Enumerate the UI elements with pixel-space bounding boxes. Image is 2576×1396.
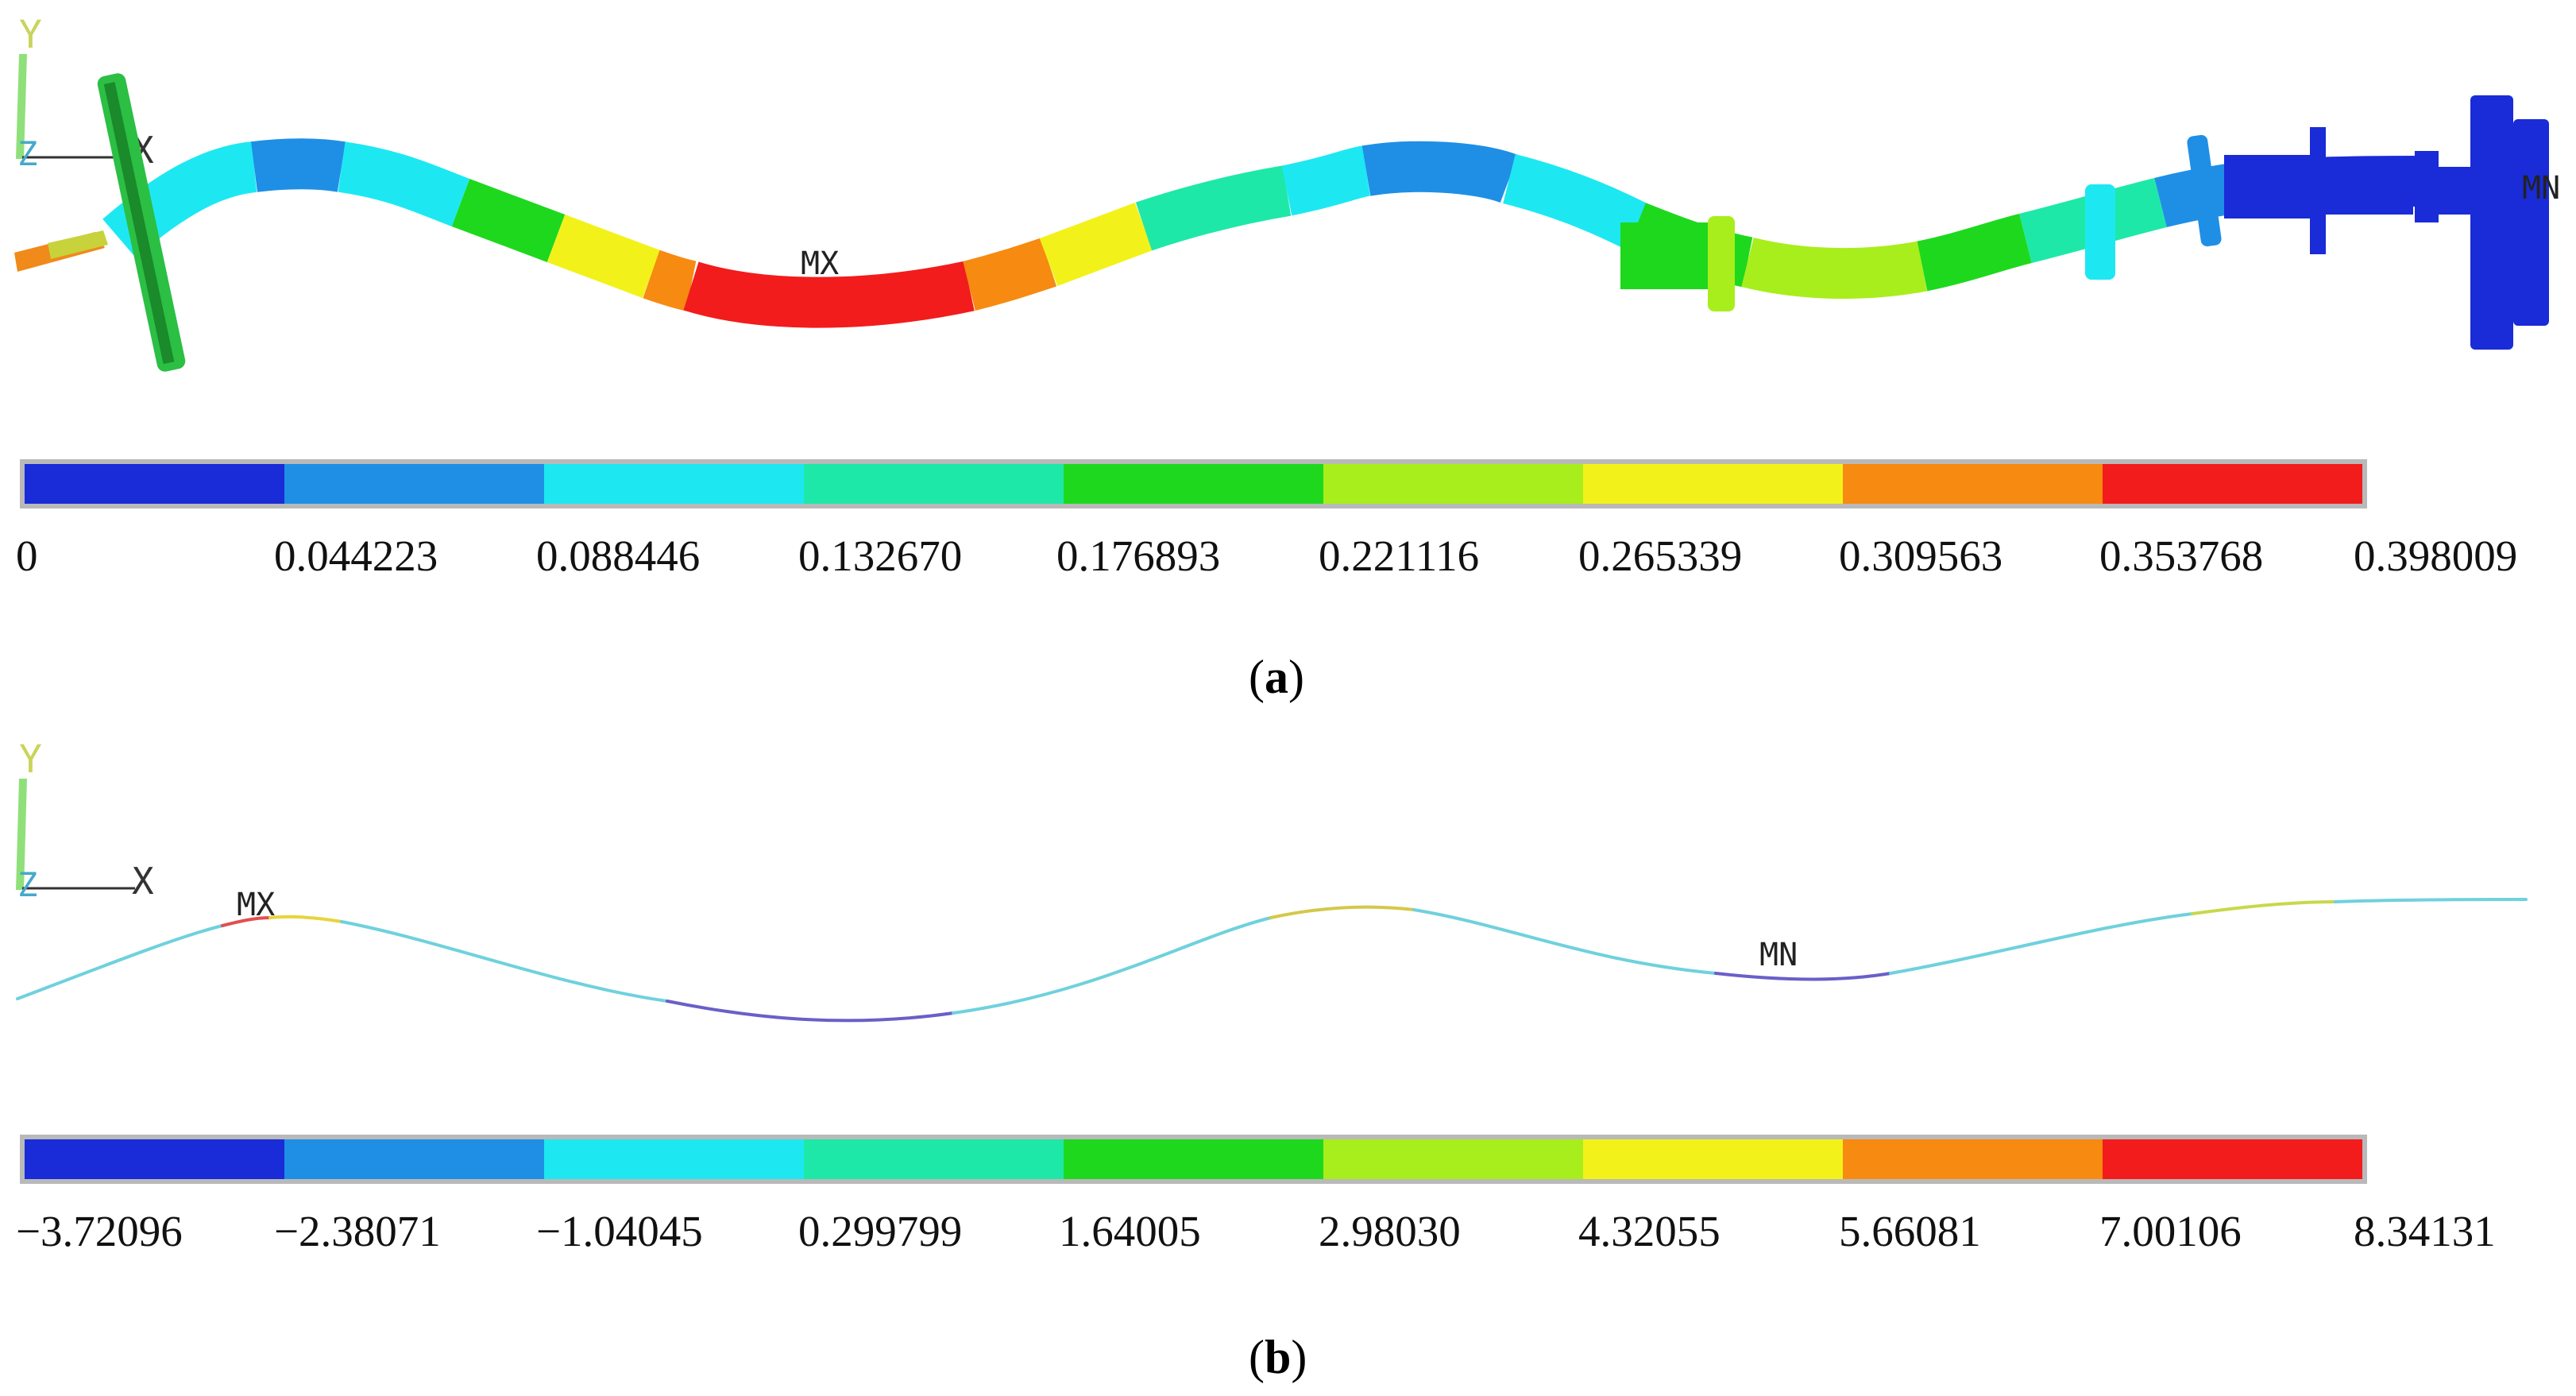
legend-swatch-5 bbox=[1064, 464, 1323, 504]
x-axis-label: X bbox=[132, 860, 154, 903]
legend-swatch-7 bbox=[1583, 1139, 1843, 1179]
legend-swatch-1 bbox=[25, 1139, 284, 1179]
pipe-fittings bbox=[97, 73, 2549, 372]
legend-tick: 0.265339 bbox=[1578, 532, 1743, 580]
legend-swatch-2 bbox=[284, 464, 544, 504]
pump-flange bbox=[2187, 134, 2222, 247]
legend-tick: 0.299799 bbox=[798, 1207, 963, 1255]
coupling-sleeve bbox=[1620, 222, 1716, 289]
legend-swatch-3 bbox=[544, 1139, 804, 1179]
legend-tick: 0.221116 bbox=[1319, 532, 1480, 580]
max-marker: MX bbox=[801, 246, 839, 282]
legend-swatch-9 bbox=[2103, 1139, 2362, 1179]
min-marker: MN bbox=[2522, 170, 2560, 207]
legend-swatch-1 bbox=[25, 464, 284, 504]
legend-swatch-8 bbox=[1843, 1139, 2103, 1179]
legend-swatch-5 bbox=[1064, 1139, 1323, 1179]
y-axis-arrow bbox=[16, 779, 27, 890]
legend-tick: 7.00106 bbox=[2099, 1207, 2242, 1255]
legend-swatch-4 bbox=[804, 1139, 1064, 1179]
legend-swatch-6 bbox=[1323, 1139, 1583, 1179]
panel-a: Y Z X bbox=[14, 13, 2560, 703]
legend-tick: 4.32055 bbox=[1578, 1207, 1721, 1255]
y-axis-arrow bbox=[16, 54, 27, 159]
legend-tick: 0.132670 bbox=[798, 532, 963, 580]
coupling-flange-right bbox=[2085, 184, 2115, 280]
legend-tick: 0.309563 bbox=[1839, 532, 2003, 580]
axis-triad: Y Z X bbox=[16, 13, 154, 173]
legend-tick: 0 bbox=[16, 532, 38, 580]
legend-tick: 0.176893 bbox=[1056, 532, 1221, 580]
pipe-centerline-stress-view: Y Z X MX MN bbox=[16, 737, 2528, 1023]
z-axis-label: Z bbox=[17, 865, 37, 904]
pump-housing bbox=[2470, 95, 2513, 350]
legend-color-bar bbox=[20, 459, 2367, 509]
panel-caption-b: (b) bbox=[1249, 1331, 1307, 1383]
legend-color-bar bbox=[20, 1135, 2367, 1184]
pipe-centerline bbox=[16, 898, 2528, 1023]
legend-swatch-2 bbox=[284, 1139, 544, 1179]
panel-b: Y Z X MX MN −3.7 bbox=[0, 699, 2576, 1396]
legend-tick: 0.088446 bbox=[536, 532, 701, 580]
z-axis-label: Z bbox=[17, 134, 37, 173]
panel-caption-a: (a) bbox=[1249, 651, 1304, 703]
legend-tick: −3.72096 bbox=[16, 1207, 183, 1255]
pipe-body bbox=[102, 138, 2423, 328]
legend-tick: 0.044223 bbox=[274, 532, 438, 580]
legend-tick: 0.398009 bbox=[2354, 532, 2518, 580]
legend-swatch-9 bbox=[2103, 464, 2362, 504]
axis-triad: Y Z X bbox=[16, 737, 154, 904]
max-marker: MX bbox=[237, 887, 275, 923]
legend-swatch-4 bbox=[804, 464, 1064, 504]
legend-tick: 5.66081 bbox=[1839, 1207, 1981, 1255]
legend-tick: 2.98030 bbox=[1319, 1207, 1461, 1255]
pipe-deformation-view: Y Z X bbox=[14, 13, 2560, 372]
legend-tick: 0.353768 bbox=[2099, 532, 2264, 580]
left-shaft-stub bbox=[14, 230, 108, 272]
coupling-flange-mid bbox=[1708, 216, 1735, 311]
min-marker: MN bbox=[1759, 937, 1798, 973]
legend-tick: −2.38071 bbox=[274, 1207, 441, 1255]
y-axis-label: Y bbox=[19, 737, 42, 782]
legend-swatch-3 bbox=[544, 464, 804, 504]
y-axis-label: Y bbox=[19, 13, 42, 57]
legend-swatch-7 bbox=[1583, 464, 1843, 504]
legend-tick: −1.04045 bbox=[536, 1207, 703, 1255]
legend-swatch-6 bbox=[1323, 464, 1583, 504]
legend-tick: 1.64005 bbox=[1059, 1207, 1201, 1255]
legend-swatch-8 bbox=[1843, 464, 2103, 504]
legend-tick: 8.34131 bbox=[2354, 1207, 2496, 1255]
